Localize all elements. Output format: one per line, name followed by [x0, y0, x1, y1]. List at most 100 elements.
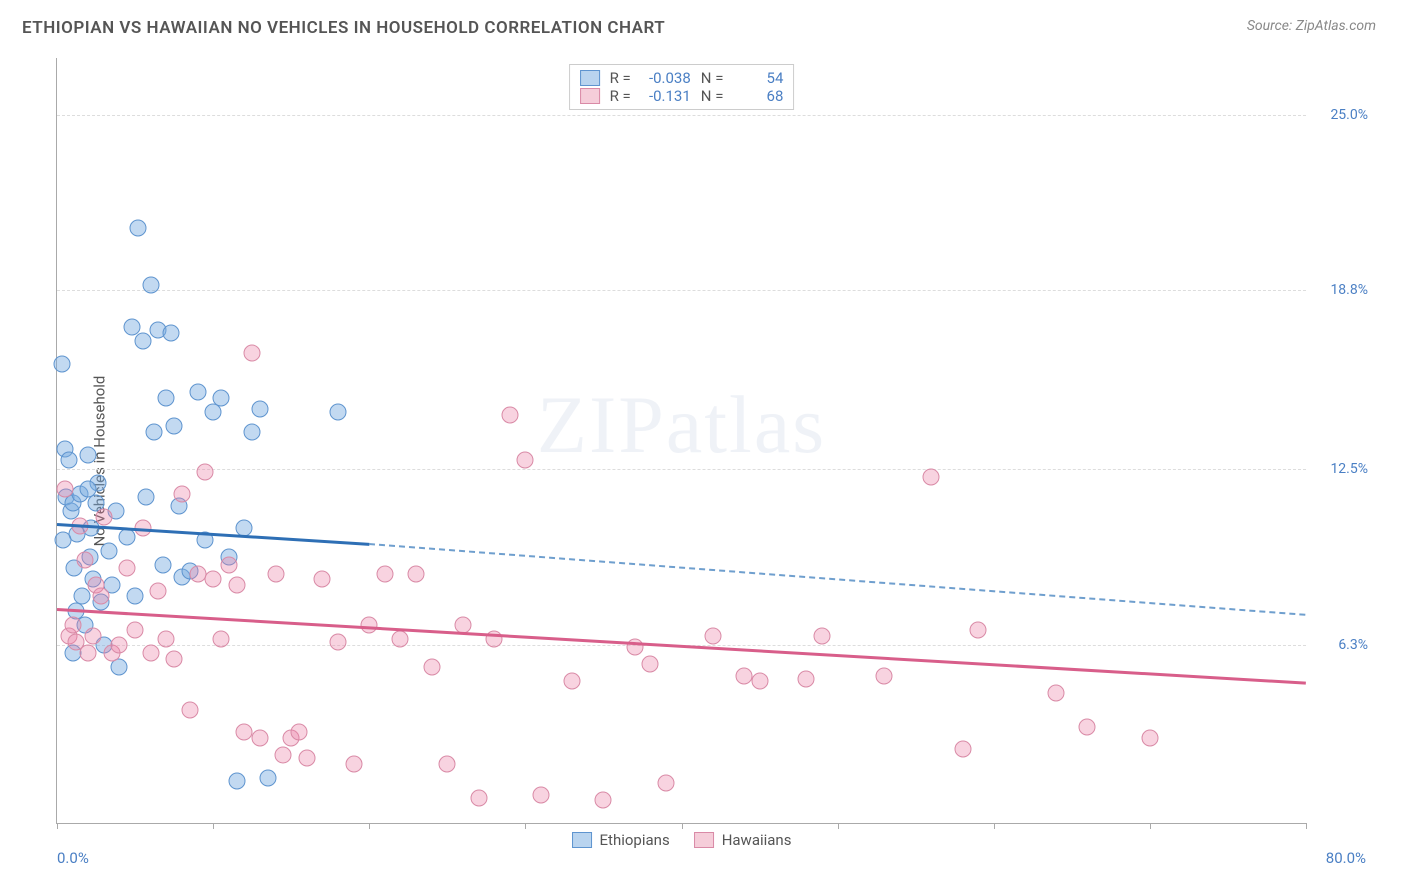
x-min-label: 0.0% — [57, 849, 89, 867]
scatter-point-hawaiians — [181, 701, 198, 718]
y-tick-label: 25.0% — [1330, 107, 1368, 123]
scatter-point-hawaiians — [517, 452, 534, 469]
scatter-point-ethiopians — [130, 220, 147, 237]
scatter-point-hawaiians — [173, 486, 190, 503]
scatter-point-hawaiians — [1079, 718, 1096, 735]
scatter-point-ethiopians — [61, 452, 78, 469]
legend-stats: R = -0.038 N = 54 R = -0.131 N = 68 — [569, 64, 795, 110]
x-max-label: 80.0% — [1326, 849, 1366, 867]
scatter-point-hawaiians — [439, 755, 456, 772]
legend-label-ethiopians: Ethiopians — [600, 831, 670, 849]
scatter-point-hawaiians — [80, 645, 97, 662]
scatter-point-hawaiians — [751, 673, 768, 690]
scatter-point-ethiopians — [251, 401, 268, 418]
swatch-ethiopians-icon — [580, 70, 600, 86]
n-value-ethiopians: 54 — [733, 69, 783, 87]
legend-item-hawaiians: Hawaiians — [694, 831, 792, 849]
x-tick-mark — [1150, 823, 1151, 829]
legend-label-hawaiians: Hawaiians — [722, 831, 792, 849]
scatter-point-ethiopians — [134, 333, 151, 350]
scatter-point-hawaiians — [205, 571, 222, 588]
scatter-point-hawaiians — [501, 407, 518, 424]
legend-item-ethiopians: Ethiopians — [572, 831, 670, 849]
scatter-point-ethiopians — [162, 324, 179, 341]
scatter-point-hawaiians — [704, 628, 721, 645]
scatter-point-ethiopians — [55, 531, 72, 548]
scatter-point-ethiopians — [53, 356, 70, 373]
scatter-point-ethiopians — [158, 390, 175, 407]
scatter-point-ethiopians — [189, 384, 206, 401]
gridline — [57, 290, 1306, 291]
scatter-point-hawaiians — [595, 792, 612, 809]
scatter-point-hawaiians — [408, 565, 425, 582]
scatter-point-hawaiians — [954, 741, 971, 758]
scatter-point-hawaiians — [1141, 730, 1158, 747]
chart-title: ETHIOPIAN VS HAWAIIAN NO VEHICLES IN HOU… — [22, 18, 665, 38]
n-label: N = — [701, 69, 724, 87]
scatter-point-hawaiians — [298, 749, 315, 766]
scatter-point-ethiopians — [244, 424, 261, 441]
scatter-point-hawaiians — [244, 344, 261, 361]
gridline — [57, 115, 1306, 116]
scatter-point-hawaiians — [876, 667, 893, 684]
scatter-point-hawaiians — [189, 565, 206, 582]
plot-area: ZIPatlas R = -0.038 N = 54 R = -0.131 N … — [56, 58, 1306, 824]
scatter-point-ethiopians — [142, 276, 159, 293]
x-tick-mark — [213, 823, 214, 829]
chart-source: Source: ZipAtlas.com — [1247, 18, 1376, 34]
scatter-point-ethiopians — [330, 404, 347, 421]
x-tick-mark — [57, 823, 58, 829]
scatter-point-ethiopians — [259, 769, 276, 786]
gridline — [57, 469, 1306, 470]
scatter-point-ethiopians — [228, 772, 245, 789]
scatter-point-ethiopians — [100, 543, 117, 560]
legend-stats-row-hawaiians: R = -0.131 N = 68 — [580, 87, 784, 105]
scatter-point-hawaiians — [111, 636, 128, 653]
n-value-hawaiians: 68 — [733, 87, 783, 105]
scatter-point-hawaiians — [251, 730, 268, 747]
x-tick-mark — [1306, 823, 1307, 829]
legend-stats-row-ethiopians: R = -0.038 N = 54 — [580, 69, 784, 87]
scatter-point-hawaiians — [64, 616, 81, 633]
scatter-point-hawaiians — [970, 622, 987, 639]
scatter-point-hawaiians — [158, 630, 175, 647]
trend-line — [369, 543, 1306, 616]
y-tick-label: 18.8% — [1330, 282, 1368, 298]
scatter-point-hawaiians — [56, 480, 73, 497]
y-tick-label: 6.3% — [1338, 637, 1368, 653]
watermark: ZIPatlas — [537, 378, 826, 472]
scatter-point-ethiopians — [212, 390, 229, 407]
scatter-point-hawaiians — [1048, 684, 1065, 701]
scatter-point-ethiopians — [137, 489, 154, 506]
legend-series: Ethiopians Hawaiians — [572, 831, 792, 849]
trend-line — [57, 608, 1306, 685]
scatter-point-ethiopians — [155, 557, 172, 574]
scatter-point-hawaiians — [657, 775, 674, 792]
scatter-point-hawaiians — [290, 724, 307, 741]
scatter-point-hawaiians — [166, 650, 183, 667]
x-tick-mark — [682, 823, 683, 829]
scatter-point-hawaiians — [267, 565, 284, 582]
scatter-point-ethiopians — [127, 588, 144, 605]
scatter-point-hawaiians — [228, 577, 245, 594]
scatter-point-hawaiians — [392, 630, 409, 647]
scatter-point-hawaiians — [127, 622, 144, 639]
scatter-point-hawaiians — [330, 633, 347, 650]
scatter-point-ethiopians — [80, 480, 97, 497]
scatter-point-hawaiians — [345, 755, 362, 772]
scatter-point-hawaiians — [95, 509, 112, 526]
swatch-ethiopians-icon — [572, 832, 592, 848]
scatter-point-hawaiians — [142, 645, 159, 662]
r-label: R = — [610, 87, 631, 105]
swatch-hawaiians-icon — [694, 832, 714, 848]
scatter-point-hawaiians — [376, 565, 393, 582]
scatter-point-hawaiians — [236, 724, 253, 741]
scatter-point-hawaiians — [470, 789, 487, 806]
x-tick-mark — [994, 823, 995, 829]
scatter-point-hawaiians — [119, 560, 136, 577]
scatter-point-hawaiians — [423, 659, 440, 676]
scatter-point-hawaiians — [220, 557, 237, 574]
scatter-point-hawaiians — [84, 628, 101, 645]
x-tick-mark — [838, 823, 839, 829]
x-tick-mark — [525, 823, 526, 829]
